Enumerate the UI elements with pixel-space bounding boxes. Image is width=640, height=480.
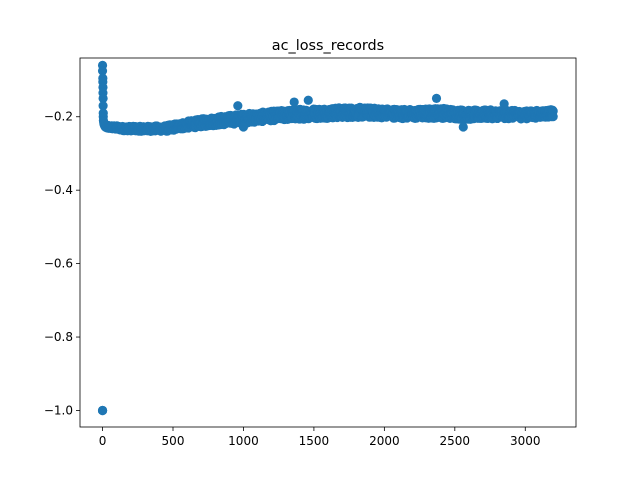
x-tick-label: 2500 bbox=[440, 434, 471, 448]
data-point bbox=[548, 112, 558, 122]
plot-frame bbox=[79, 57, 577, 428]
y-axis-ticks: −1.0 −0.8 −0.6 −0.4 −0.2 bbox=[44, 110, 80, 417]
data-points bbox=[97, 60, 558, 416]
data-point bbox=[97, 66, 108, 76]
y-tick-label: −0.8 bbox=[44, 330, 73, 344]
data-point bbox=[289, 97, 299, 107]
x-tick-label: 1000 bbox=[228, 434, 259, 448]
data-point bbox=[499, 99, 509, 109]
x-axis-ticks: 0 500 1000 1500 2000 2500 3000 bbox=[99, 427, 541, 448]
x-tick-label: 2000 bbox=[369, 434, 400, 448]
y-tick-label: −0.2 bbox=[44, 110, 73, 124]
data-point bbox=[458, 122, 468, 132]
data-point bbox=[97, 405, 108, 416]
x-tick-label: 1500 bbox=[299, 434, 330, 448]
data-point bbox=[238, 122, 249, 132]
y-tick-label: −0.6 bbox=[44, 257, 73, 271]
chart-title: ac_loss_records bbox=[272, 38, 384, 54]
x-tick-label: 3000 bbox=[510, 434, 541, 448]
y-tick-label: −0.4 bbox=[44, 183, 73, 197]
x-tick-label: 0 bbox=[99, 434, 107, 448]
data-point bbox=[431, 93, 442, 103]
y-tick-label: −1.0 bbox=[44, 403, 73, 417]
x-tick-label: 500 bbox=[162, 434, 185, 448]
data-point bbox=[98, 93, 108, 103]
data-point bbox=[303, 95, 313, 105]
data-point bbox=[233, 101, 243, 111]
data-point bbox=[98, 101, 108, 111]
